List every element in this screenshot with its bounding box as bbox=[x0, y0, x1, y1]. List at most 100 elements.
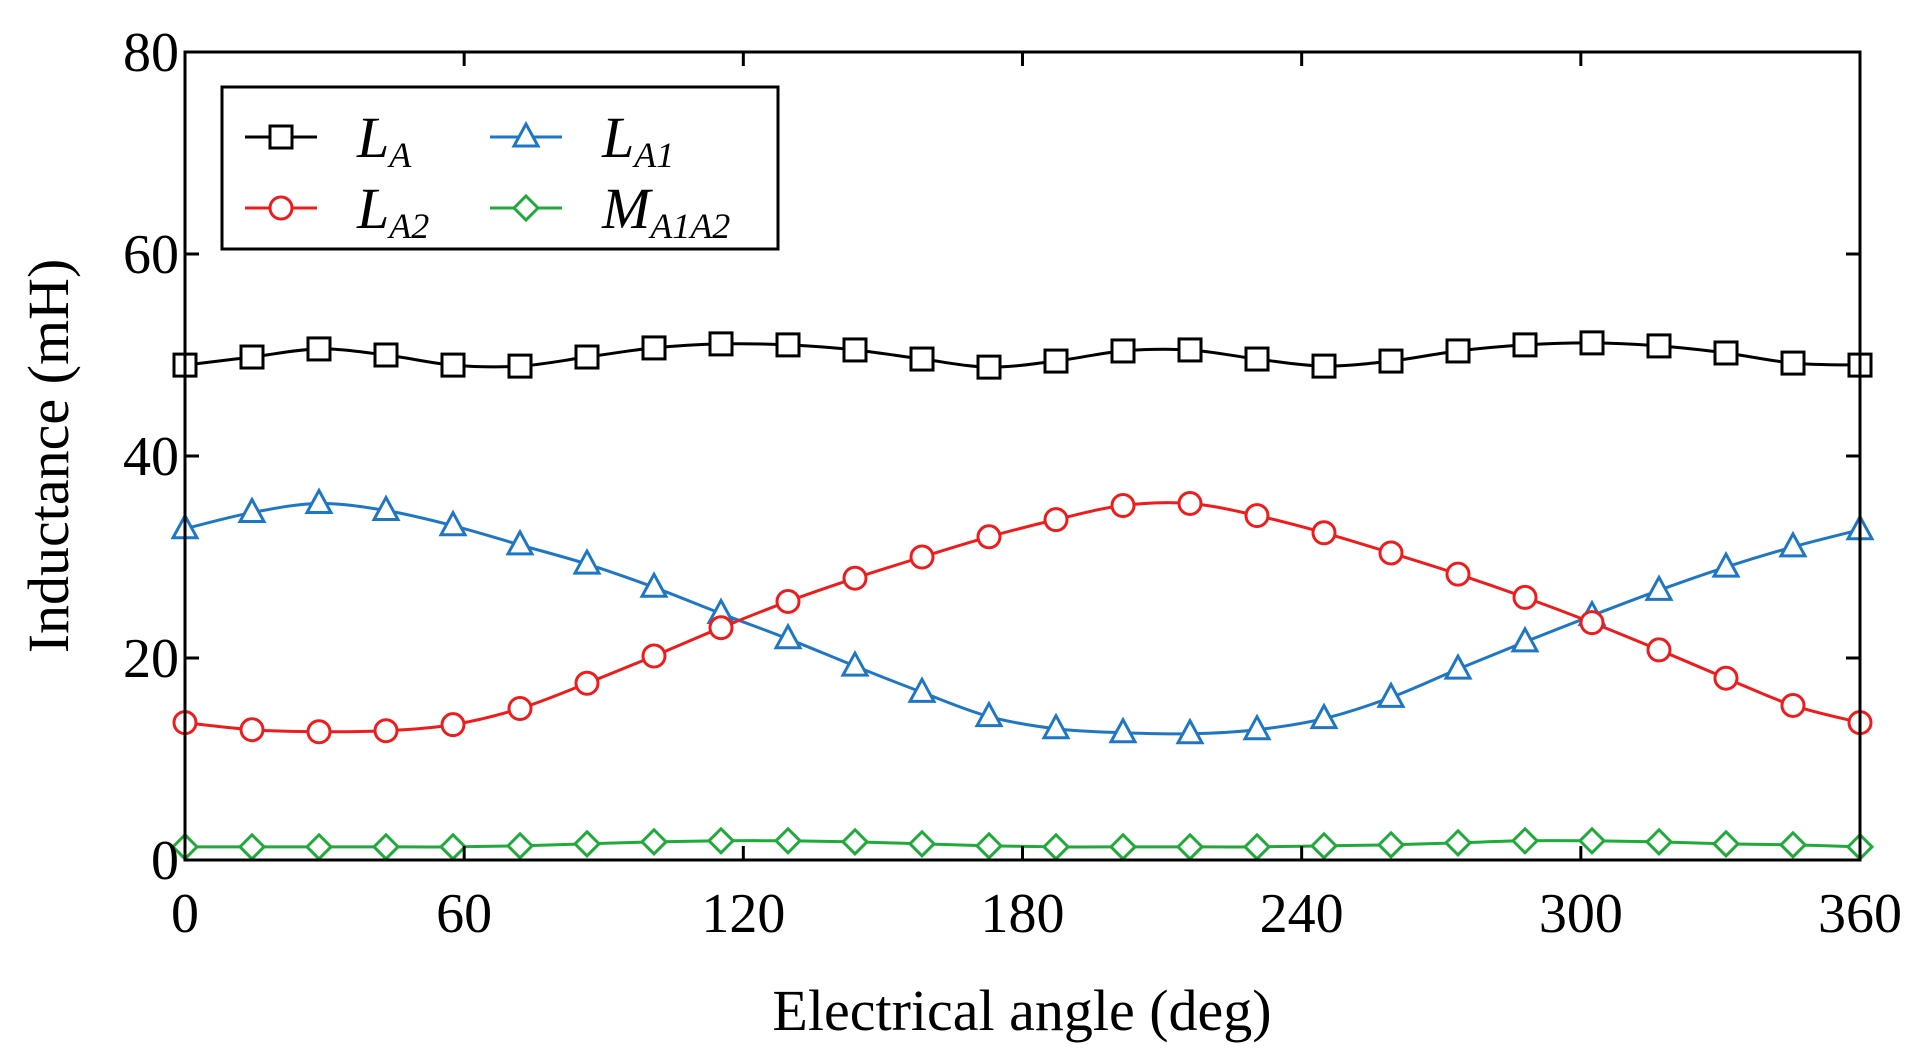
point-L_A-22 bbox=[1646, 333, 1672, 359]
legend-label-sub: A bbox=[387, 135, 412, 175]
point-L_A1-7 bbox=[639, 571, 669, 598]
point-L_A-10 bbox=[842, 337, 868, 363]
point-L_A2-23 bbox=[1713, 665, 1739, 691]
point-M_A1A2-18 bbox=[1376, 830, 1406, 859]
legend-label-sub: A1 bbox=[632, 135, 674, 175]
y-tick-label-20: 20 bbox=[123, 628, 179, 690]
x-tick-label-300: 300 bbox=[1539, 883, 1623, 945]
point-L_A2-11 bbox=[909, 544, 935, 570]
series-layer bbox=[170, 330, 1875, 861]
x-tick-label-240: 240 bbox=[1260, 883, 1344, 945]
point-L_A1-14 bbox=[1108, 716, 1138, 744]
point-L_A-15 bbox=[1177, 337, 1203, 363]
point-L_A-17 bbox=[1311, 353, 1337, 379]
legend-item-M_A1A2: MA1A2 bbox=[490, 176, 730, 246]
point-L_A-7 bbox=[641, 335, 667, 361]
point-L_A-4 bbox=[440, 352, 466, 378]
point-L_A-3 bbox=[373, 342, 399, 368]
x-axis-label: Electrical angle (deg) bbox=[772, 978, 1271, 1043]
point-M_A1A2-19 bbox=[1443, 828, 1473, 857]
point-L_A2-6 bbox=[574, 670, 600, 696]
point-L_A1-6 bbox=[572, 547, 602, 575]
series-L_A bbox=[172, 330, 1873, 380]
point-M_A1A2-11 bbox=[907, 829, 937, 858]
point-M_A1A2-8 bbox=[706, 826, 736, 855]
point-L_A2-8 bbox=[708, 615, 734, 641]
x-tick-label-60: 60 bbox=[436, 883, 492, 945]
point-M_A1A2-12 bbox=[974, 831, 1004, 860]
legend-label-main: L bbox=[601, 105, 634, 170]
point-L_A1-15 bbox=[1175, 717, 1205, 745]
point-L_A1-19 bbox=[1443, 652, 1473, 680]
point-L_A2-15 bbox=[1177, 490, 1203, 516]
y-tick-label-40: 40 bbox=[123, 426, 179, 488]
point-L_A-23 bbox=[1713, 340, 1739, 366]
point-L_A2-12 bbox=[976, 524, 1002, 550]
point-L_A1-24 bbox=[1778, 530, 1808, 558]
legend-item-L_A: LA bbox=[245, 105, 412, 175]
legend-label-main: L bbox=[356, 176, 389, 241]
legend-marker-L_A1 bbox=[511, 120, 541, 148]
legend-label-main: M bbox=[601, 176, 653, 241]
x-tick-label-180: 180 bbox=[981, 883, 1065, 945]
point-M_A1A2-22 bbox=[1644, 827, 1674, 856]
point-L_A1-11 bbox=[907, 676, 937, 703]
y-tick-label-80: 80 bbox=[123, 22, 179, 84]
point-L_A2-17 bbox=[1311, 520, 1337, 546]
point-L_A-14 bbox=[1110, 338, 1136, 364]
point-L_A-12 bbox=[976, 354, 1002, 380]
point-L_A1-3 bbox=[371, 494, 401, 522]
series-L_A2 bbox=[172, 490, 1873, 745]
point-L_A1-18 bbox=[1376, 681, 1406, 708]
point-L_A2-22 bbox=[1646, 637, 1672, 663]
ticks-layer: 0 60 120 180 240 300 360 0 20 40 60 80 bbox=[123, 22, 1902, 945]
point-L_A1-2 bbox=[304, 487, 334, 514]
point-L_A-2 bbox=[306, 336, 332, 362]
legend-label-L_A: LA bbox=[356, 105, 412, 175]
point-M_A1A2-6 bbox=[572, 829, 602, 858]
legend-label-sub: A1A2 bbox=[648, 206, 730, 246]
legend-marker-M_A1A2 bbox=[511, 193, 541, 223]
point-M_A1A2-9 bbox=[773, 826, 803, 855]
point-L_A1-1 bbox=[237, 496, 267, 524]
point-L_A2-10 bbox=[842, 565, 868, 591]
point-L_A1-13 bbox=[1041, 712, 1071, 740]
point-L_A1-23 bbox=[1711, 550, 1741, 578]
legend-marker-L_A bbox=[268, 124, 294, 150]
point-M_A1A2-24 bbox=[1778, 830, 1808, 859]
point-M_A1A2-17 bbox=[1309, 831, 1339, 860]
point-L_A2-24 bbox=[1780, 692, 1806, 718]
point-L_A-6 bbox=[574, 344, 600, 370]
point-L_A2-1 bbox=[239, 717, 265, 743]
point-L_A-16 bbox=[1244, 346, 1270, 372]
x-tick-label-360: 360 bbox=[1818, 883, 1902, 945]
point-M_A1A2-10 bbox=[840, 827, 870, 856]
legend-label-L_A2: LA2 bbox=[356, 176, 429, 246]
y-tick-label-60: 60 bbox=[123, 224, 179, 286]
point-M_A1A2-7 bbox=[639, 827, 669, 856]
x-tick-label-120: 120 bbox=[701, 883, 785, 945]
point-L_A2-14 bbox=[1110, 492, 1136, 518]
point-L_A2-16 bbox=[1244, 503, 1270, 529]
point-L_A1-12 bbox=[974, 700, 1004, 728]
point-L_A-1 bbox=[239, 344, 265, 370]
point-L_A2-20 bbox=[1512, 584, 1538, 610]
point-L_A2-7 bbox=[641, 643, 667, 669]
point-L_A1-16 bbox=[1242, 713, 1272, 741]
point-L_A-21 bbox=[1579, 330, 1605, 356]
legend-label-L_A1: LA1 bbox=[601, 105, 674, 175]
point-L_A-19 bbox=[1445, 338, 1471, 364]
point-L_A2-9 bbox=[775, 588, 801, 614]
point-L_A-18 bbox=[1378, 348, 1404, 374]
point-L_A1-5 bbox=[505, 528, 535, 556]
point-L_A2-4 bbox=[440, 712, 466, 738]
series-M_A1A2 bbox=[170, 826, 1875, 861]
point-L_A-11 bbox=[909, 346, 935, 372]
x-tick-label-0: 0 bbox=[171, 883, 199, 945]
legend-marker-L_A2 bbox=[268, 195, 294, 221]
legend-box bbox=[220, 85, 780, 251]
point-L_A2-2 bbox=[306, 719, 332, 745]
point-L_A-20 bbox=[1512, 332, 1538, 358]
